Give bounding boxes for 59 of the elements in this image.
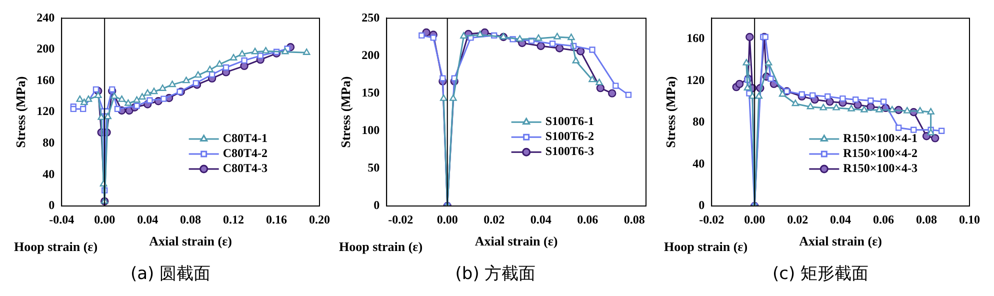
x-tick-label: 0.04 xyxy=(137,212,158,226)
y-tick-label: 250 xyxy=(362,10,380,24)
text: Hoop strain (ε) xyxy=(339,239,423,254)
x-tick-label: 0.04 xyxy=(830,212,852,226)
x-tick-label: 0.08 xyxy=(180,212,202,226)
x-axis-title: Axial strain (ε) xyxy=(149,234,232,249)
y-tick-label: 150 xyxy=(362,85,380,100)
y-tick-label: 240 xyxy=(36,10,55,24)
x-tick-label: 0.06 xyxy=(577,212,598,226)
x-tick-label: 0.00 xyxy=(436,212,458,226)
y-tick-label: 100 xyxy=(362,122,380,137)
y-axis-title: Stress (MPa) xyxy=(13,76,28,148)
x-tick-label: 0.04 xyxy=(530,212,552,226)
y-tick-label: 200 xyxy=(36,42,55,56)
y-tick-label: 80 xyxy=(42,135,55,150)
text: Hoop strain (ε) xyxy=(664,239,748,254)
legend-label: R150×100×4-3 xyxy=(843,161,918,176)
y-tick-label: 0 xyxy=(698,198,705,212)
y-tick-label: 0 xyxy=(48,198,55,212)
y-tick-label: 120 xyxy=(686,72,705,87)
y-tick-label: 40 xyxy=(692,156,705,170)
x-tick-label: -0.04 xyxy=(49,212,74,226)
x-tick-label: 0.12 xyxy=(223,212,244,226)
y-tick-label: 200 xyxy=(362,48,380,62)
text: (a) 圆截面 xyxy=(129,263,212,285)
y-axis-title: Stress (MPa) xyxy=(663,76,678,148)
x-tick-label: 0.10 xyxy=(959,212,980,226)
text: (b) 方截面 xyxy=(454,263,537,285)
y-tick-label: 50 xyxy=(368,160,380,175)
legend-label: S100T6-1 xyxy=(545,114,594,128)
legend-label: C80T4-2 xyxy=(222,146,268,160)
legend-label: S100T6-2 xyxy=(545,129,594,144)
y-tick-label: 160 xyxy=(686,31,705,46)
legend-label: R150×100×4-2 xyxy=(843,146,918,160)
x-tick-label: 0.06 xyxy=(873,212,894,226)
x-tick-label: 0.00 xyxy=(744,212,766,226)
y-tick-label: 0 xyxy=(374,198,380,212)
x-tick-label: 0.02 xyxy=(484,212,505,226)
x-tick-label: -0.02 xyxy=(388,212,414,226)
text: (c) 矩形截面 xyxy=(771,263,870,285)
legend-label: S100T6-3 xyxy=(545,144,594,158)
x-tick-label: 0.08 xyxy=(624,212,645,226)
text: Hoop strain (ε) xyxy=(14,239,98,254)
x-tick-label: 0.20 xyxy=(309,212,330,226)
legend-label: R150×100×4-1 xyxy=(843,131,918,146)
legend-label: C80T4-1 xyxy=(222,131,268,146)
y-axis-title: Stress (MPa) xyxy=(338,76,354,148)
legend-label: C80T4-3 xyxy=(222,161,268,176)
y-tick-label: 40 xyxy=(42,166,55,181)
x-tick-label: 0.02 xyxy=(787,212,808,226)
x-axis-title: Axial strain (ε) xyxy=(799,234,882,249)
y-tick-label: 120 xyxy=(36,104,55,118)
x-axis-title: Axial strain (ε) xyxy=(474,234,558,249)
x-tick-label: 0.08 xyxy=(916,212,938,226)
x-tick-label: 0.00 xyxy=(94,212,116,226)
x-tick-label: -0.02 xyxy=(699,212,724,226)
y-tick-label: 80 xyxy=(692,114,705,129)
x-tick-label: 0.16 xyxy=(266,212,288,226)
y-tick-label: 160 xyxy=(36,72,55,87)
